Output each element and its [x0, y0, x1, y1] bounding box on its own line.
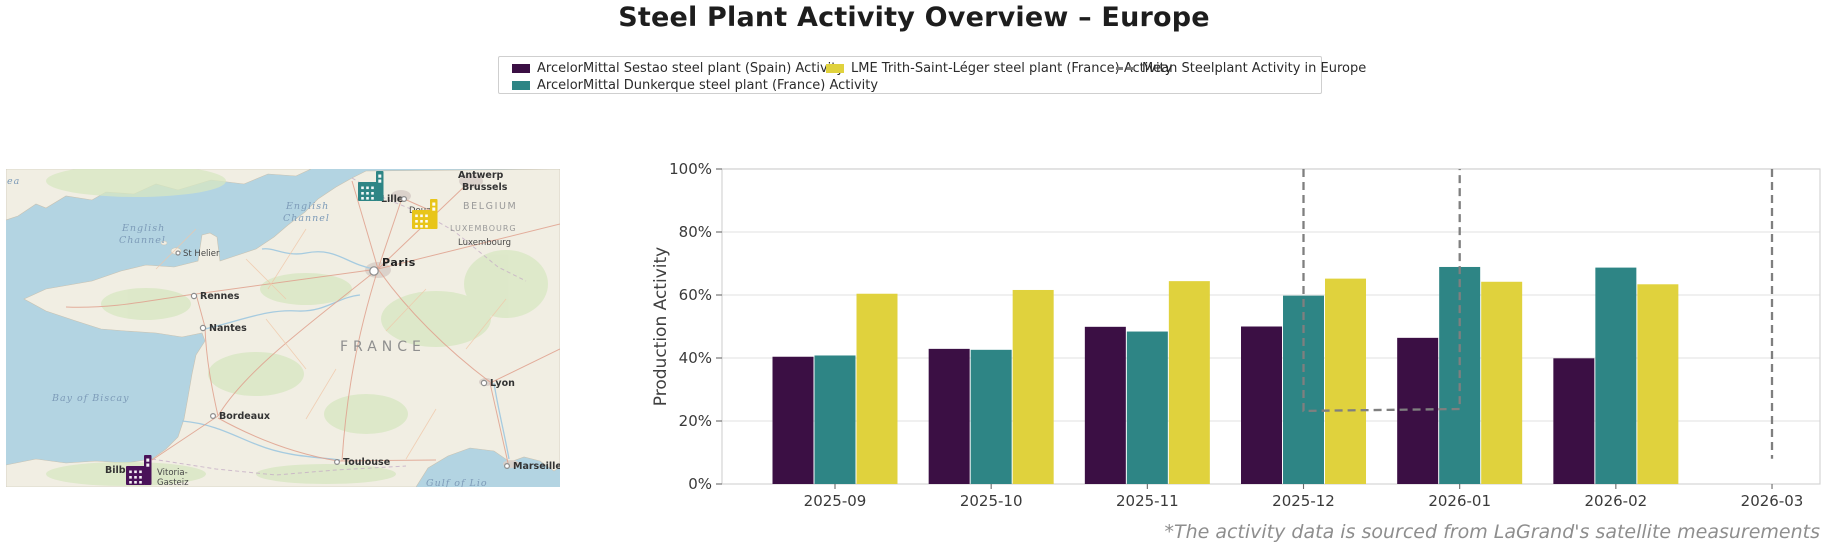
bar-s2-2026-01 [1481, 281, 1523, 484]
map-label-vitoria-: Vitoria- [157, 468, 188, 478]
legend-label: ArcelorMittal Dunkerque steel plant (Fra… [537, 78, 879, 93]
x-tick-label-2026-01: 2026-01 [1428, 492, 1491, 510]
map-label-toulouse: Toulouse [343, 457, 390, 468]
factory-icon-lme-trith-saint-l-ger-steel-plant-france- [412, 199, 438, 229]
y-tick-label-100%: 100% [669, 160, 712, 178]
map-city-marker-rennes [190, 292, 198, 300]
map-city-marker-nantes [199, 324, 207, 332]
x-tick-label-2025-12: 2025-12 [1272, 492, 1335, 510]
bar-s0-2026-02 [1553, 358, 1595, 484]
factory-icon-arcelormittal-dunkerque-steel-plant-france- [358, 171, 384, 201]
map-label-channel: Channel [119, 235, 166, 246]
legend-item-1: ArcelorMittal Dunkerque steel plant (Fra… [512, 77, 878, 94]
map-label-brussels: Brussels [462, 182, 508, 193]
activity-bar-chart: 0% 20% 40% 60% 80% 100% 2025-09 2025-10 2025-11 2… [620, 130, 1828, 529]
map-label-bordeaux: Bordeaux [219, 411, 270, 422]
bar-s1-2025-12 [1283, 295, 1325, 484]
map-label-antwerp: Antwerp [458, 170, 504, 181]
bar-s0-2025-12 [1241, 326, 1283, 484]
map-label-paris: Paris [382, 256, 416, 269]
chart-canvas: 0% 20% 40% 60% 80% 100% 2025-09 2025-10 2025-11 2… [651, 160, 1821, 510]
map-label-gasteiz: Gasteiz [157, 478, 189, 487]
map-borders [151, 177, 527, 476]
map-roads-secondary [155, 228, 507, 460]
map-label-lille: Lille [381, 194, 403, 205]
map-label-rennes: Rennes [200, 291, 240, 302]
map-city-marker-bordeaux [210, 413, 217, 420]
map-label-ea: ea [7, 176, 20, 187]
bar-s1-2025-11 [1126, 331, 1168, 484]
x-tick-label-2026-02: 2026-02 [1585, 492, 1648, 510]
map-city-marker-lille [401, 196, 408, 203]
factory-icon-arcelormittal-sestao-steel-plant-spain- [126, 455, 152, 485]
y-tick-label-40%: 40% [679, 349, 712, 367]
map-city-marker-paris [369, 266, 379, 276]
bar-s2-2025-12 [1325, 278, 1367, 484]
y-axis-label: Production Activity [651, 247, 671, 406]
map-label-belgium: BELGIUM [463, 201, 517, 212]
legend-swatch-icon [512, 81, 530, 90]
map-island-guernsey [160, 240, 168, 246]
bar-s0-2026-01 [1397, 337, 1439, 484]
legend-swatch-icon [512, 64, 530, 73]
bar-s1-2025-09 [814, 355, 856, 484]
bar-s0-2025-09 [772, 356, 814, 484]
y-tick-label-20%: 20% [679, 412, 712, 430]
europe-map: ea English Channel English Channel St Helier A… [5, 165, 562, 489]
legend-label: LME Trith-Saint-Léger steel plant (Franc… [851, 61, 1173, 76]
x-tick-label-2025-09: 2025-09 [804, 492, 867, 510]
map-label-nantes: Nantes [209, 323, 247, 334]
map-label-bilbao: Bilbao [105, 465, 139, 476]
x-tick-label-2025-10: 2025-10 [960, 492, 1023, 510]
map-land-continent [5, 168, 561, 488]
chart-legend: ArcelorMittal Sestao steel plant (Spain)… [498, 56, 1366, 94]
map-label-st-helier: St Helier [183, 249, 220, 259]
bar-s1-2025-10 [970, 349, 1012, 484]
bar-s2-2026-02 [1637, 284, 1679, 484]
legend-dashed-line-icon [1116, 67, 1135, 70]
map-label-english: English [121, 223, 165, 234]
map-label-luxembourg: LUXEMBOURG [450, 224, 517, 233]
map-city-marker-lyon [480, 379, 488, 387]
map-label-luxembourg: Luxembourg [458, 238, 511, 248]
mean-activity-line-0 [1302, 169, 1461, 413]
y-tick-label-80%: 80% [679, 223, 712, 241]
legend-item-0: ArcelorMittal Sestao steel plant (Spain)… [512, 60, 844, 77]
bar-s0-2025-11 [1084, 326, 1126, 484]
x-tick-label-2025-11: 2025-11 [1116, 492, 1179, 510]
y-tick-label-60%: 60% [679, 286, 712, 304]
x-tick-label-2026-03: 2026-03 [1741, 492, 1804, 510]
bar-s2-2025-09 [856, 293, 898, 484]
map-label-channel: Channel [283, 213, 330, 224]
map-label-marseille: Marseille [513, 461, 560, 472]
page-title: Steel Plant Activity Overview – Europe [618, 2, 1210, 33]
map-city-marker-toulouse [334, 459, 341, 466]
legend-label: Mean Steelplant Activity in Europe [1142, 61, 1367, 76]
bar-s1-2026-02 [1595, 267, 1637, 484]
legend-swatch-icon [826, 64, 844, 73]
map-label-gulf-of-lio: Gulf of Lio [426, 478, 488, 487]
map-label-lyon: Lyon [490, 378, 515, 389]
map-label-france: FRANCE [340, 339, 426, 355]
footnote: *The activity data is sourced from LaGra… [1164, 521, 1820, 543]
legend-label: ArcelorMittal Sestao steel plant (Spain)… [537, 61, 845, 76]
map-city-marker-st-helier [175, 250, 181, 256]
map-label-bay-of-biscay: Bay of Biscay [51, 393, 130, 404]
bar-s2-2025-11 [1168, 281, 1210, 484]
map-rivers [181, 248, 510, 461]
bar-s2-2025-10 [1012, 289, 1054, 484]
map-label-english: English [285, 201, 329, 212]
legend-item-3: Mean Steelplant Activity in Europe [1116, 60, 1366, 77]
map-city-marker-marseille [504, 463, 511, 470]
y-tick-label-0%: 0% [688, 475, 712, 493]
legend-item-2: LME Trith-Saint-Léger steel plant (Franc… [826, 60, 1172, 77]
bar-s0-2025-10 [928, 348, 970, 484]
